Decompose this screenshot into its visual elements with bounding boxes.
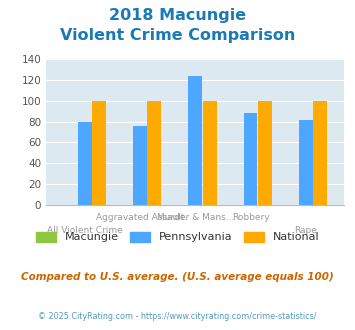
Bar [203, 101, 217, 205]
Bar [258, 101, 272, 205]
Text: © 2025 CityRating.com - https://www.cityrating.com/crime-statistics/: © 2025 CityRating.com - https://www.city… [38, 312, 317, 321]
Bar [313, 101, 327, 205]
Text: Aggravated Assault: Aggravated Assault [96, 213, 184, 222]
Bar [92, 101, 106, 205]
Text: Robbery: Robbery [232, 213, 269, 222]
Bar [133, 126, 147, 205]
Legend: Macungie, Pennsylvania, National: Macungie, Pennsylvania, National [32, 227, 323, 247]
Text: Compared to U.S. average. (U.S. average equals 100): Compared to U.S. average. (U.S. average … [21, 272, 334, 282]
Bar [299, 119, 313, 205]
Bar [147, 101, 161, 205]
Text: All Violent Crime: All Violent Crime [47, 226, 123, 235]
Text: 2018 Macungie: 2018 Macungie [109, 8, 246, 23]
Text: Rape: Rape [294, 226, 317, 235]
Bar [78, 122, 92, 205]
Text: Murder & Mans...: Murder & Mans... [157, 213, 234, 222]
Text: Violent Crime Comparison: Violent Crime Comparison [60, 28, 295, 43]
Bar [244, 113, 257, 205]
Bar [189, 76, 202, 205]
